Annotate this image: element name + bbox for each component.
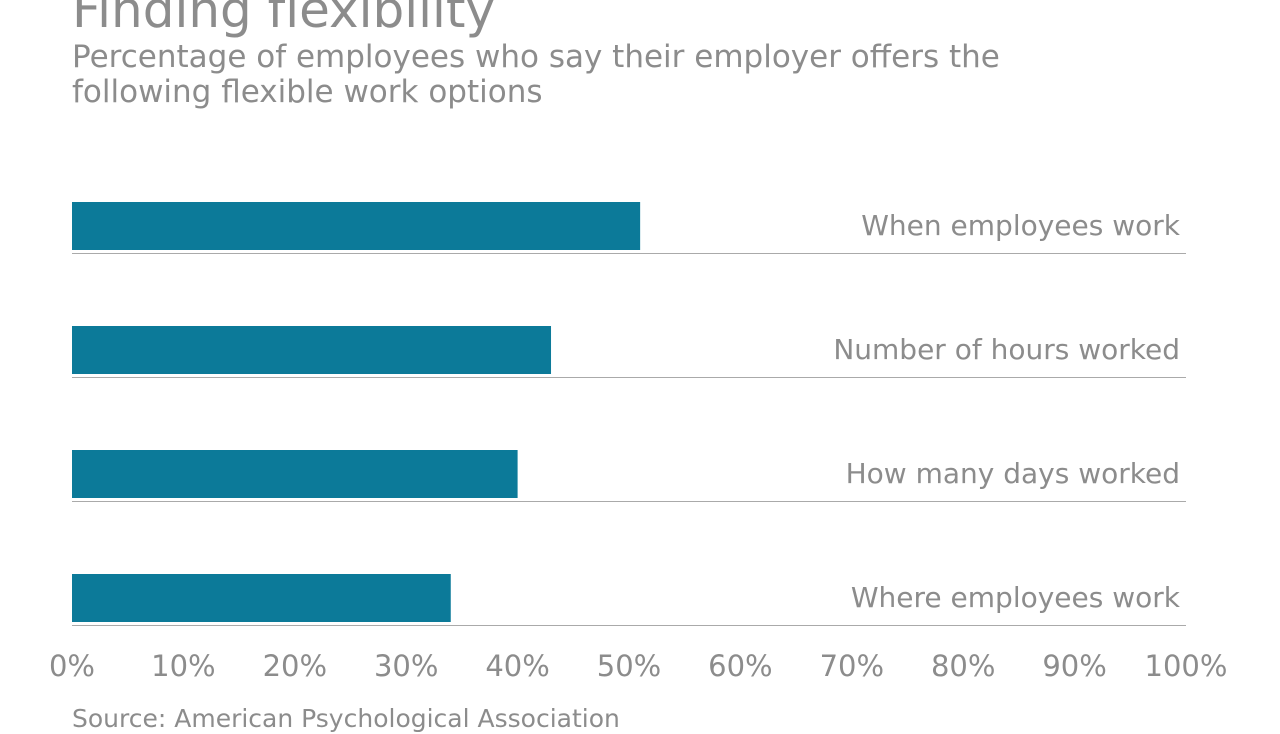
chart-title: Finding flexibility	[72, 0, 496, 39]
bar	[72, 326, 552, 374]
bar	[72, 450, 518, 498]
category-label: Where employees work	[851, 581, 1181, 614]
x-tick-label: 20%	[263, 649, 327, 683]
bar	[72, 202, 641, 250]
x-tick-label: 60%	[708, 649, 772, 683]
category-label: When employees work	[861, 209, 1181, 242]
source-note: Source: American Psychological Associati…	[72, 704, 620, 733]
x-tick-label: 0%	[49, 649, 95, 683]
category-label: How many days worked	[846, 457, 1180, 490]
x-tick-label: 40%	[485, 649, 549, 683]
x-tick-label: 50%	[597, 649, 661, 683]
x-tick-label: 10%	[151, 649, 215, 683]
x-tick-label: 30%	[374, 649, 438, 683]
chart-subtitle: Percentage of employees who say their em…	[72, 39, 1000, 110]
x-tick-label: 80%	[931, 649, 995, 683]
x-tick-label: 90%	[1042, 649, 1106, 683]
category-label: Number of hours worked	[833, 333, 1180, 366]
x-tick-label: 100%	[1145, 649, 1228, 683]
bar	[72, 574, 451, 622]
x-tick-label: 70%	[820, 649, 884, 683]
